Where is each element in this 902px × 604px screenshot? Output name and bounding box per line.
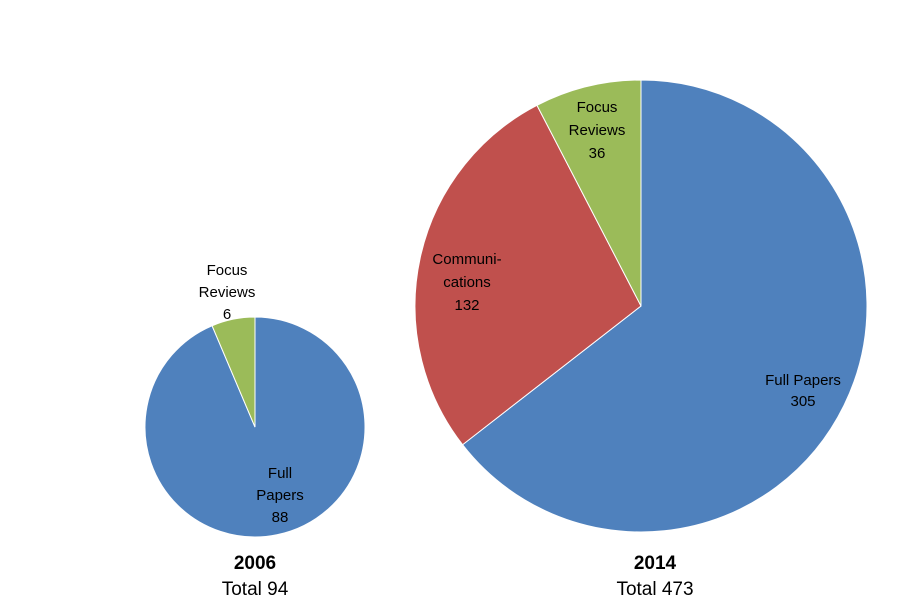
data-label-full-papers: Full Papers 305 [765, 372, 841, 410]
pie-slice-focus-reviews [211, 316, 256, 428]
pie-chart-2014: Full Papers 305 Communi-cations 132 Focus Rev… [414, 79, 868, 600]
chart-subtitle-total: Total 94 [222, 579, 289, 600]
data-label-focus-reviews: Focus Reviews 6 [199, 262, 256, 323]
data-label-full-papers: Full Papers 88 [256, 465, 304, 526]
data-label-communications: Communi-cations 132 [432, 251, 501, 314]
data-label-focus-reviews: Focus Reviews 36 [569, 99, 626, 162]
pie-slice-full-papers [461, 79, 868, 533]
chart-subtitle-total: Total 473 [616, 579, 693, 600]
pie-chart-2006: Full Papers 88 Focus Reviews 6 2006 Total 94 [144, 262, 366, 600]
pie-slice-focus-reviews [536, 79, 642, 307]
chart-title: 2014 [634, 553, 677, 574]
chart-title: 2006 [234, 553, 276, 574]
pie-slice-communications [414, 104, 642, 446]
